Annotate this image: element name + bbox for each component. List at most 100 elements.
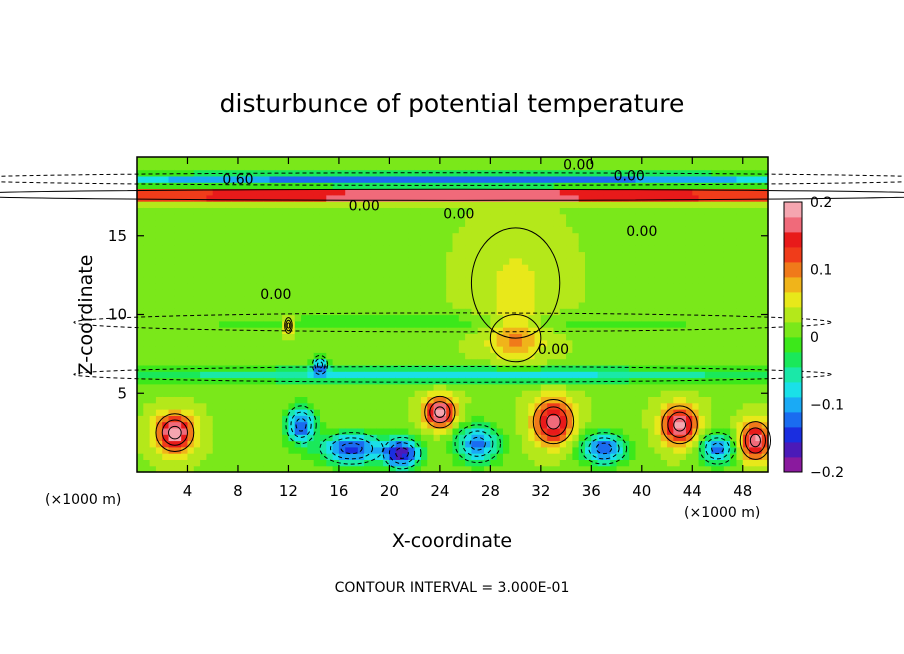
heatmap-cell	[294, 163, 302, 171]
heatmap-cell	[370, 213, 378, 221]
heatmap-cell	[181, 194, 189, 202]
heatmap-cell	[711, 220, 719, 227]
heatmap-cell	[408, 194, 416, 202]
heatmap-cell	[572, 238, 580, 246]
heatmap-cell	[597, 207, 605, 215]
heatmap-cell	[635, 295, 643, 303]
heatmap-cell	[616, 396, 624, 404]
heatmap-cell	[269, 459, 277, 467]
heatmap-cell	[559, 163, 567, 171]
heatmap-cell	[685, 459, 693, 467]
heatmap-cell	[256, 396, 264, 404]
heatmap-cell	[357, 276, 365, 284]
heatmap-cell	[338, 207, 346, 215]
heatmap-cell	[704, 440, 712, 448]
heatmap-cell	[206, 333, 214, 341]
heatmap-cell	[711, 446, 719, 454]
heatmap-cell	[200, 453, 208, 460]
heatmap-cell	[452, 352, 460, 360]
heatmap-cell	[629, 409, 637, 416]
heatmap-cell	[237, 194, 245, 202]
heatmap-cell	[332, 283, 340, 290]
heatmap-cell	[553, 220, 561, 227]
heatmap-cell	[761, 245, 769, 253]
heatmap-cell	[319, 358, 327, 366]
heatmap-cell	[402, 327, 409, 334]
heatmap-cell	[578, 314, 586, 322]
heatmap-cell	[540, 201, 548, 208]
heatmap-cell	[244, 358, 252, 366]
heatmap-cell	[231, 390, 239, 397]
heatmap-cell	[465, 182, 473, 190]
heatmap-cell	[654, 257, 662, 265]
heatmap-cell	[616, 245, 624, 253]
heatmap-cell	[319, 289, 327, 297]
heatmap-cell	[345, 339, 353, 347]
heatmap-cell	[143, 339, 151, 347]
heatmap-cell	[616, 301, 624, 309]
heatmap-cell	[704, 415, 712, 423]
heatmap-cell	[458, 175, 466, 183]
heatmap-cell	[641, 257, 649, 265]
heatmap-cell	[313, 182, 321, 190]
heatmap-cell	[206, 358, 214, 366]
heatmap-cell	[433, 238, 441, 246]
heatmap-cell	[578, 346, 586, 353]
heatmap-cell	[301, 264, 308, 271]
heatmap-cell	[206, 276, 214, 284]
heatmap-cell	[704, 301, 712, 309]
heatmap-cell	[515, 301, 523, 309]
heatmap-cell	[502, 371, 510, 379]
heatmap-cell	[219, 245, 226, 253]
heatmap-cell	[654, 245, 662, 253]
heatmap-cell	[496, 421, 504, 429]
heatmap-cell	[490, 415, 498, 423]
heatmap-cell	[749, 201, 756, 208]
heatmap-cell	[433, 289, 441, 297]
heatmap-cell	[528, 169, 536, 177]
heatmap-cell	[364, 238, 372, 246]
heatmap-cell	[692, 377, 700, 385]
heatmap-cell	[181, 213, 189, 221]
heatmap-cell	[635, 459, 643, 467]
heatmap-cell	[383, 421, 390, 429]
heatmap-cell	[667, 289, 674, 297]
heatmap-cell	[616, 238, 624, 246]
heatmap-cell	[364, 459, 372, 467]
heatmap-cell	[256, 364, 264, 372]
heatmap-cell	[673, 421, 681, 429]
heatmap-cell	[742, 377, 750, 385]
heatmap-cell	[622, 270, 630, 278]
heatmap-cell	[704, 245, 712, 253]
heatmap-cell	[193, 453, 201, 460]
heatmap-cell	[629, 308, 637, 316]
heatmap-cell	[685, 232, 693, 240]
heatmap-cell	[749, 270, 756, 278]
heatmap-cell	[137, 188, 144, 196]
heatmap-cell	[641, 383, 649, 391]
heatmap-cell	[143, 207, 151, 215]
heatmap-cell	[458, 346, 466, 353]
heatmap-cell	[723, 232, 731, 240]
heatmap-cell	[256, 415, 264, 423]
heatmap-cell	[749, 226, 756, 234]
heatmap-cell	[162, 339, 170, 347]
heatmap-cell	[502, 295, 510, 303]
heatmap-cell	[282, 352, 290, 360]
heatmap-cell	[256, 264, 264, 271]
heatmap-cell	[667, 245, 674, 253]
heatmap-cell	[370, 194, 378, 202]
heatmap-cell	[566, 201, 573, 208]
heatmap-cell	[496, 459, 504, 467]
heatmap-cell	[471, 327, 479, 334]
heatmap-cell	[162, 220, 170, 227]
heatmap-cell	[168, 238, 176, 246]
heatmap-cell	[313, 390, 321, 397]
heatmap-cell	[143, 377, 151, 385]
heatmap-cell	[155, 245, 163, 253]
heatmap-cell	[439, 314, 447, 322]
heatmap-cell	[622, 257, 630, 265]
heatmap-cell	[585, 194, 592, 202]
heatmap-cell	[200, 207, 208, 215]
heatmap-cell	[206, 232, 214, 240]
